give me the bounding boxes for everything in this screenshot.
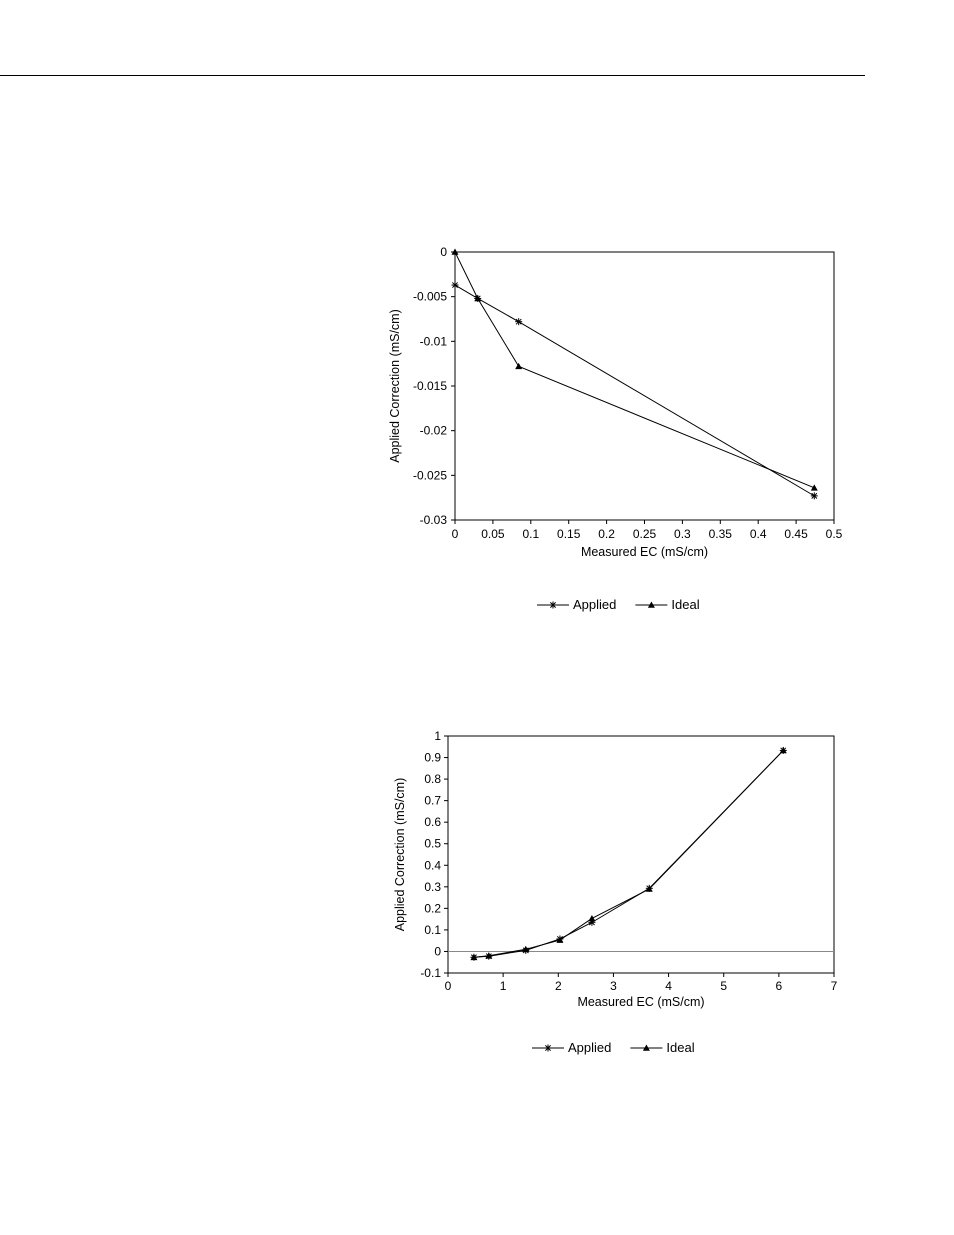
legend-label-ideal: Ideal (671, 597, 699, 612)
data-point-applied (810, 492, 818, 500)
x-axis-title: Measured EC (mS/cm) (577, 995, 704, 1009)
x-tick-label: 0.5 (826, 527, 843, 541)
plot-frame (454, 251, 835, 521)
legend-label-applied: Applied (568, 1040, 611, 1055)
data-point-ideal (556, 936, 564, 943)
y-tick-label: 1 (434, 729, 441, 743)
y-tick-label: -0.01 (420, 334, 448, 348)
data-point-ideal (451, 248, 459, 255)
data-point-ideal (779, 746, 787, 754)
y-tick-label: 0.3 (424, 880, 441, 894)
x-tick-label: 0 (445, 979, 452, 993)
x-tick-label: 6 (776, 979, 783, 993)
data-point-ideal (645, 885, 653, 892)
y-tick-label: 0.8 (424, 772, 441, 786)
data-point-applied (515, 318, 523, 326)
y-tick-label: 0.4 (424, 858, 441, 872)
x-tick-label: 0.2 (598, 527, 615, 541)
legend-marker-applied (549, 601, 557, 609)
y-axis-title: Applied Correction (mS/cm) (393, 778, 407, 932)
y-tick-label: 0.1 (424, 923, 441, 937)
data-point-ideal (810, 484, 818, 491)
x-axis-title: Measured EC (mS/cm) (581, 545, 708, 559)
y-tick-label: -0.005 (413, 290, 447, 304)
legend-label-ideal: Ideal (666, 1040, 694, 1055)
y-tick-label: -0.03 (420, 513, 448, 527)
y-tick-label: 0.5 (424, 837, 441, 851)
data-point-applied (451, 281, 459, 289)
plot-frame (447, 735, 835, 974)
y-tick-label: 0.6 (424, 815, 441, 829)
legend-label-applied: Applied (573, 597, 616, 612)
x-tick-label: 0.4 (750, 527, 767, 541)
y-tick-label: 0 (440, 245, 447, 259)
x-tick-label: 0.15 (557, 527, 581, 541)
x-tick-label: 7 (831, 979, 838, 993)
y-tick-label: -0.025 (413, 468, 447, 482)
y-axis-title: Applied Correction (mS/cm) (388, 309, 402, 463)
x-tick-label: 0.3 (674, 527, 691, 541)
x-tick-label: 2 (555, 979, 562, 993)
legend-marker-ideal (647, 601, 655, 608)
legend: Applied Ideal (532, 1040, 695, 1055)
data-point-ideal (474, 294, 482, 302)
y-tick-label: -0.1 (420, 966, 441, 980)
y-tick-label: 0.7 (424, 794, 441, 808)
series-line-ideal (473, 750, 784, 958)
x-tick-label: 4 (665, 979, 672, 993)
legend-marker-ideal (642, 1044, 650, 1051)
series-line-applied (454, 284, 815, 497)
x-tick-label: 0.25 (633, 527, 657, 541)
y-tick-label: 0 (434, 944, 441, 958)
chart-2: 1 0.9 0.8 0.7 0.6 0.5 0.4 0.3 0.2 0.1 0 -0.1 0 1 2 3 4 5 6… (393, 729, 838, 1055)
series-line-ideal (454, 251, 815, 489)
x-tick-label: 0.45 (784, 527, 808, 541)
data-point-ideal (522, 945, 530, 953)
data-point-ideal (485, 952, 493, 959)
legend-marker-applied (544, 1044, 552, 1052)
chart-1: 0 -0.005 -0.01 -0.015 -0.02 -0.025 -0.03 0 0.05 0… (388, 245, 843, 612)
x-tick-label: 3 (610, 979, 617, 993)
data-point-ideal (588, 914, 596, 922)
y-tick-label: 0.9 (424, 751, 441, 765)
data-point-ideal (515, 362, 523, 370)
page-header-rule (0, 75, 865, 76)
x-tick-label: 1 (500, 979, 507, 993)
x-tick-label: 0.35 (709, 527, 733, 541)
x-tick-label: 0.05 (481, 527, 505, 541)
y-tick-label: 0.2 (424, 901, 441, 915)
x-tick-label: 0.1 (522, 527, 539, 541)
x-tick-label: 5 (720, 979, 727, 993)
y-tick-label: -0.02 (420, 424, 448, 438)
legend: Applied Ideal (537, 597, 700, 612)
data-point-ideal (470, 953, 478, 961)
y-tick-label: -0.015 (413, 379, 447, 393)
series-line-applied (473, 750, 784, 958)
x-tick-label: 0 (452, 527, 459, 541)
